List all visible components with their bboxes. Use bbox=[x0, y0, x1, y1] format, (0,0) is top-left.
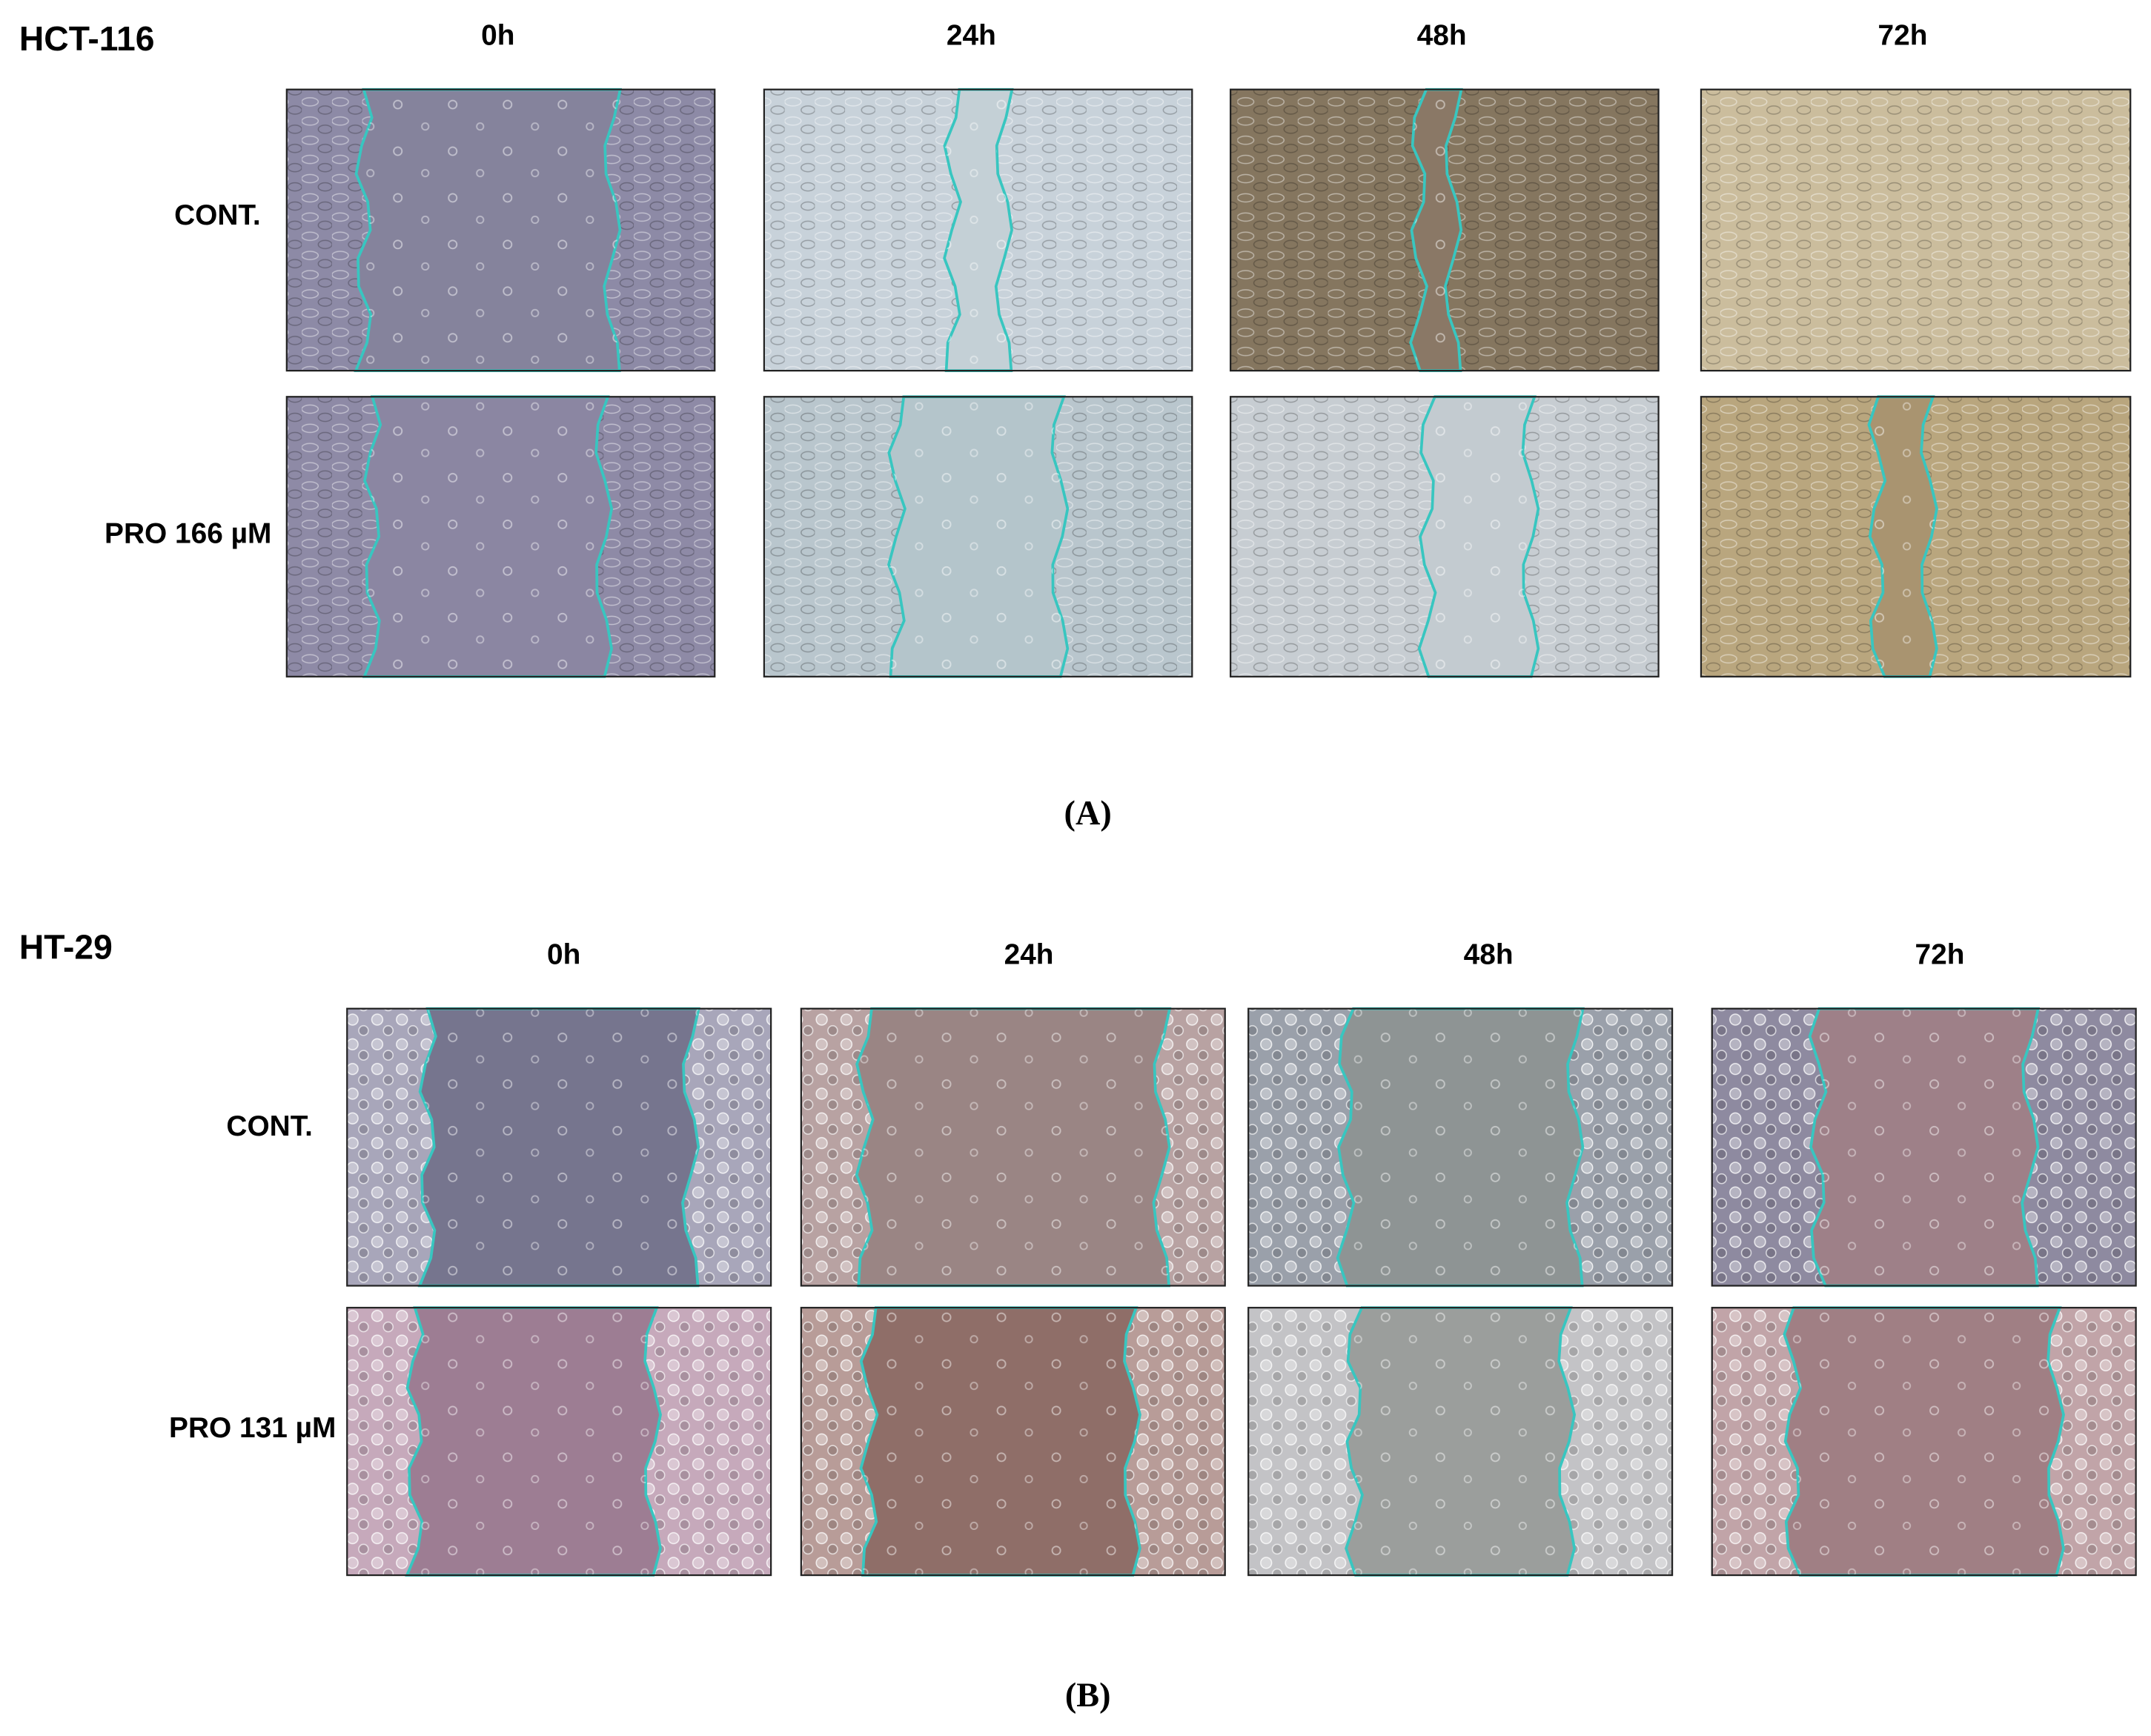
micrograph bbox=[346, 1007, 772, 1288]
micrograph-border bbox=[1247, 1007, 1674, 1287]
row-label: CONT. bbox=[174, 199, 261, 231]
micrograph bbox=[1230, 395, 1660, 678]
micrograph-border bbox=[1247, 1307, 1674, 1577]
micrograph bbox=[1230, 87, 1660, 372]
micrograph bbox=[1700, 88, 2132, 372]
row-label: PRO 166 µM bbox=[105, 517, 271, 549]
micrograph-border bbox=[1230, 396, 1660, 677]
micrograph-border bbox=[346, 1007, 772, 1287]
time-label: 48h bbox=[1417, 20, 1467, 52]
gap-debris bbox=[944, 89, 1012, 371]
cell-line-label: HT-29 bbox=[19, 927, 113, 966]
row-label: PRO 131 µM bbox=[169, 1412, 336, 1444]
micrograph bbox=[1700, 395, 2132, 678]
time-label: 72h bbox=[1915, 939, 1964, 971]
time-label: 0h bbox=[481, 20, 514, 52]
micrograph-border bbox=[1711, 1307, 2137, 1577]
time-label: 72h bbox=[1878, 20, 1928, 52]
micrograph bbox=[800, 1306, 1226, 1577]
micrograph bbox=[763, 87, 1193, 372]
time-label: 24h bbox=[1004, 939, 1054, 971]
cell-texture bbox=[1700, 89, 2131, 371]
panel-label: (B) bbox=[1065, 1677, 1111, 1715]
micrograph-border bbox=[1711, 1007, 2137, 1287]
micrograph bbox=[285, 395, 716, 678]
micrograph-border bbox=[1700, 88, 2132, 372]
gap-debris bbox=[364, 397, 612, 677]
micrograph bbox=[346, 1306, 772, 1577]
gap-debris bbox=[356, 89, 620, 371]
micrograph bbox=[1711, 1007, 2137, 1288]
micrograph-border bbox=[800, 1307, 1226, 1577]
micrograph-border bbox=[1230, 88, 1660, 372]
gap-debris bbox=[1411, 89, 1462, 371]
cell-line-label: HCT-116 bbox=[19, 19, 155, 58]
time-label: 48h bbox=[1464, 939, 1514, 971]
gap-debris bbox=[856, 1008, 1170, 1286]
gap-debris bbox=[1869, 397, 1938, 677]
gap-debris bbox=[1346, 1308, 1575, 1576]
row-label: CONT. bbox=[226, 1110, 313, 1142]
panel-label: (A) bbox=[1064, 795, 1112, 832]
gap-debris bbox=[1809, 1008, 2038, 1286]
micrograph bbox=[1247, 1007, 1674, 1288]
micrograph bbox=[1247, 1306, 1674, 1577]
gap-debris bbox=[420, 1008, 699, 1286]
gap-debris bbox=[861, 1308, 1140, 1576]
gap-debris bbox=[1337, 1008, 1583, 1286]
gap-debris bbox=[889, 397, 1068, 677]
micrograph bbox=[800, 1007, 1226, 1288]
micrograph-border bbox=[346, 1307, 772, 1577]
time-label: 24h bbox=[947, 20, 996, 52]
micrograph-border bbox=[285, 88, 716, 372]
time-label: 0h bbox=[547, 939, 580, 971]
micrograph-border bbox=[763, 396, 1193, 677]
micrograph bbox=[763, 395, 1193, 678]
micrograph-border bbox=[800, 1007, 1226, 1287]
micrograph bbox=[1711, 1306, 2137, 1577]
micrograph-border bbox=[285, 396, 716, 677]
gap-debris bbox=[407, 1308, 661, 1576]
micrograph-border bbox=[1700, 396, 2132, 677]
gap-debris bbox=[1419, 397, 1539, 677]
gap-debris bbox=[1784, 1308, 2064, 1576]
micrograph bbox=[285, 87, 716, 372]
micrograph-border bbox=[763, 88, 1193, 372]
